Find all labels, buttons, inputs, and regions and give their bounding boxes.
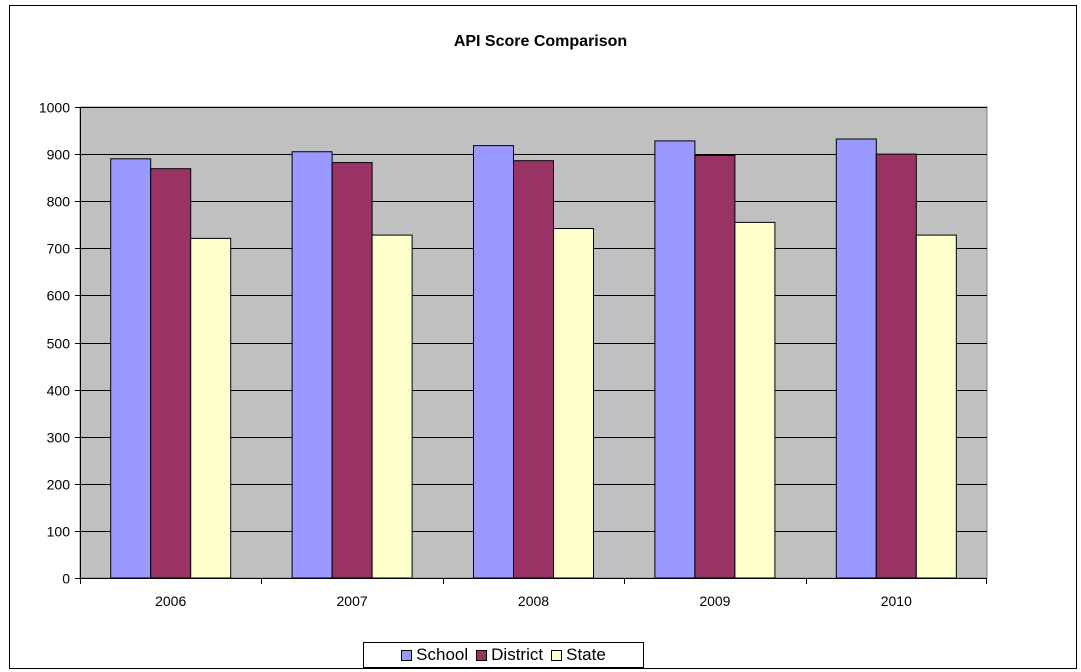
y-tick-label: 300 — [47, 430, 71, 446]
y-tick-label: 0 — [62, 571, 70, 587]
bar-district-2006 — [150, 168, 192, 579]
y-tick-label: 100 — [47, 524, 71, 540]
bar-school-2008 — [473, 145, 514, 579]
bar-state-2010 — [915, 234, 957, 579]
bar-state-2007 — [371, 234, 413, 579]
chart-title: API Score Comparison — [453, 33, 628, 50]
bar-state-2009 — [734, 221, 776, 579]
legend-swatch-state — [551, 649, 563, 661]
bar-school-2007 — [291, 151, 333, 579]
legend-label-state: State — [566, 645, 606, 664]
legend-label-district: District — [491, 645, 544, 664]
x-tick-label: 2008 — [518, 593, 549, 609]
y-tick-label: 200 — [47, 477, 71, 493]
y-tick-label: 500 — [47, 336, 71, 352]
y-tick-label: 400 — [47, 383, 71, 399]
legend-label-school: School — [416, 645, 469, 664]
x-tick-label: 2009 — [699, 593, 730, 609]
x-tick-label: 2010 — [881, 593, 912, 609]
legend-item-state: State — [551, 645, 606, 665]
legend-item-district: District — [476, 645, 543, 665]
bar-school-2006 — [110, 158, 152, 579]
bar-school-2010 — [835, 138, 877, 579]
y-tick-label: 900 — [47, 147, 71, 163]
bar-state-2008 — [553, 228, 594, 579]
legend: School District State — [363, 642, 644, 668]
bar-district-2007 — [331, 162, 373, 579]
bar-school-2009 — [654, 140, 696, 579]
y-tick-label: 600 — [47, 288, 71, 304]
bar-district-2009 — [694, 155, 736, 579]
bar-district-2010 — [875, 153, 917, 579]
x-tick-label: 2007 — [337, 593, 368, 609]
legend-swatch-district — [476, 649, 488, 661]
bar-district-2008 — [513, 160, 554, 579]
y-tick-label: 700 — [47, 241, 71, 257]
bar-state-2006 — [190, 237, 232, 579]
y-tick-label: 1000 — [39, 100, 70, 116]
legend-swatch-school — [401, 649, 413, 661]
legend-item-school: School — [401, 645, 468, 665]
y-tick-label: 800 — [47, 194, 71, 210]
x-tick-label: 2006 — [155, 593, 186, 609]
